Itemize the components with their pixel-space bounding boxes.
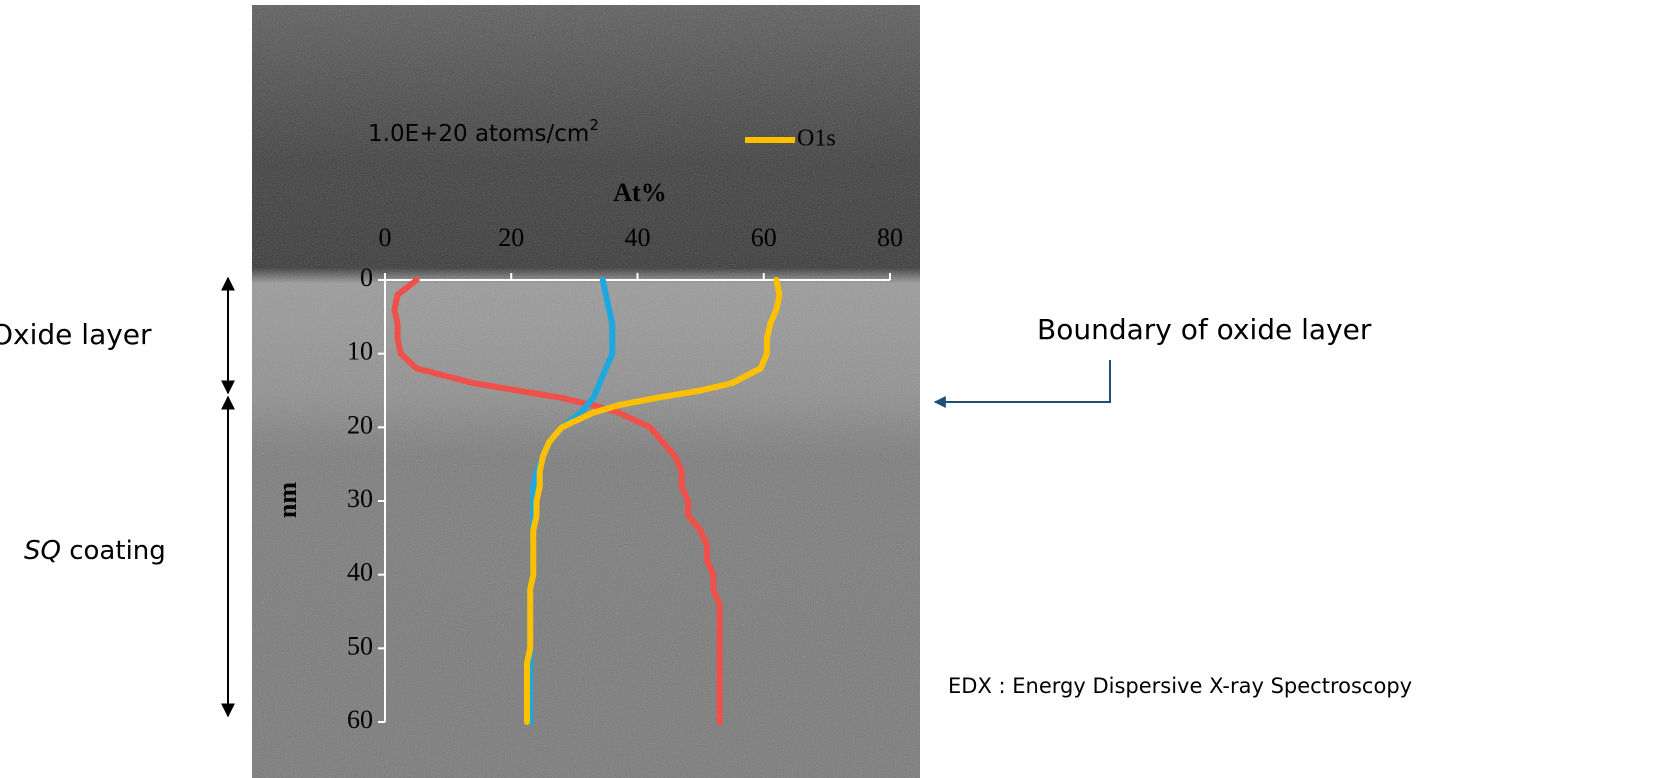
- footnote: EDX : Energy Dispersive X-ray Spectrosco…: [948, 674, 1412, 698]
- depth-tick-label: 10: [347, 337, 373, 366]
- value-tick-label: 40: [625, 223, 651, 252]
- coating-label: SQ coating: [24, 536, 166, 566]
- value-tick-label: 80: [877, 223, 903, 252]
- chart: Oxide layer SQ coating Boundary of oxide…: [0, 0, 1658, 778]
- depth-tick-label: 40: [347, 558, 373, 587]
- legend-label: O1s: [797, 126, 836, 152]
- annotation: 1.0E+20 atoms/cm2: [368, 116, 599, 147]
- depth-tick-label: 20: [347, 410, 373, 439]
- value-axis-title: At%: [613, 178, 666, 207]
- value-tick-label: 0: [379, 223, 392, 252]
- depth-tick-label: 60: [347, 705, 373, 734]
- value-tick-label: 60: [751, 223, 777, 252]
- coating-label-italic: SQ: [24, 536, 61, 566]
- depth-tick-label: 0: [360, 263, 373, 292]
- value-tick-label: 20: [498, 223, 524, 252]
- boundary-label: Boundary of oxide layer: [1037, 313, 1372, 346]
- annotation-base: 1.0E+20 atoms/cm: [368, 121, 589, 147]
- annotation-superscript: 2: [589, 116, 599, 134]
- depth-tick-label: 50: [347, 631, 373, 660]
- oxide-label: Oxide layer: [0, 318, 152, 351]
- boundary-arrow: [935, 360, 1110, 402]
- coating-label-rest: coating: [61, 536, 166, 566]
- depth-tick-label: 30: [347, 484, 373, 513]
- depth-axis-title: nm: [273, 482, 302, 518]
